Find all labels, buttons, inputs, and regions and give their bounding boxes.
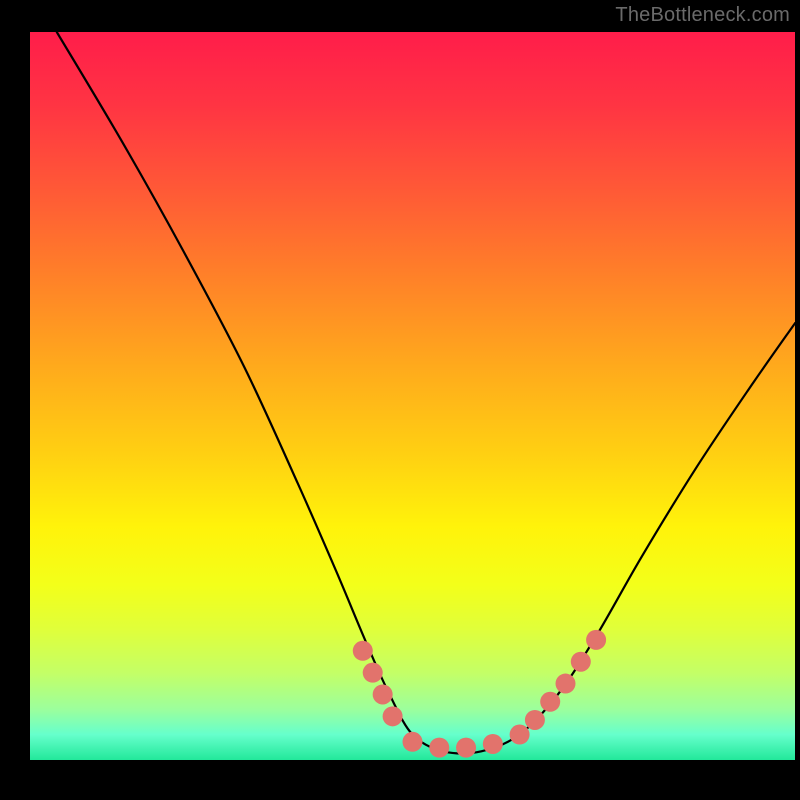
data-dot [403, 732, 423, 752]
data-dot [556, 674, 576, 694]
data-dot [571, 652, 591, 672]
plot-area [30, 32, 795, 760]
data-dot [363, 663, 383, 683]
data-dot [383, 706, 403, 726]
data-dots [30, 32, 795, 760]
data-dot [353, 641, 373, 661]
data-dot [525, 710, 545, 730]
data-dot [456, 738, 476, 758]
data-dot [510, 725, 530, 745]
data-dot [429, 738, 449, 758]
data-dot [540, 692, 560, 712]
data-dot [483, 734, 503, 754]
data-dot [586, 630, 606, 650]
data-dot [373, 684, 393, 704]
watermark-text: TheBottleneck.com [615, 4, 790, 27]
